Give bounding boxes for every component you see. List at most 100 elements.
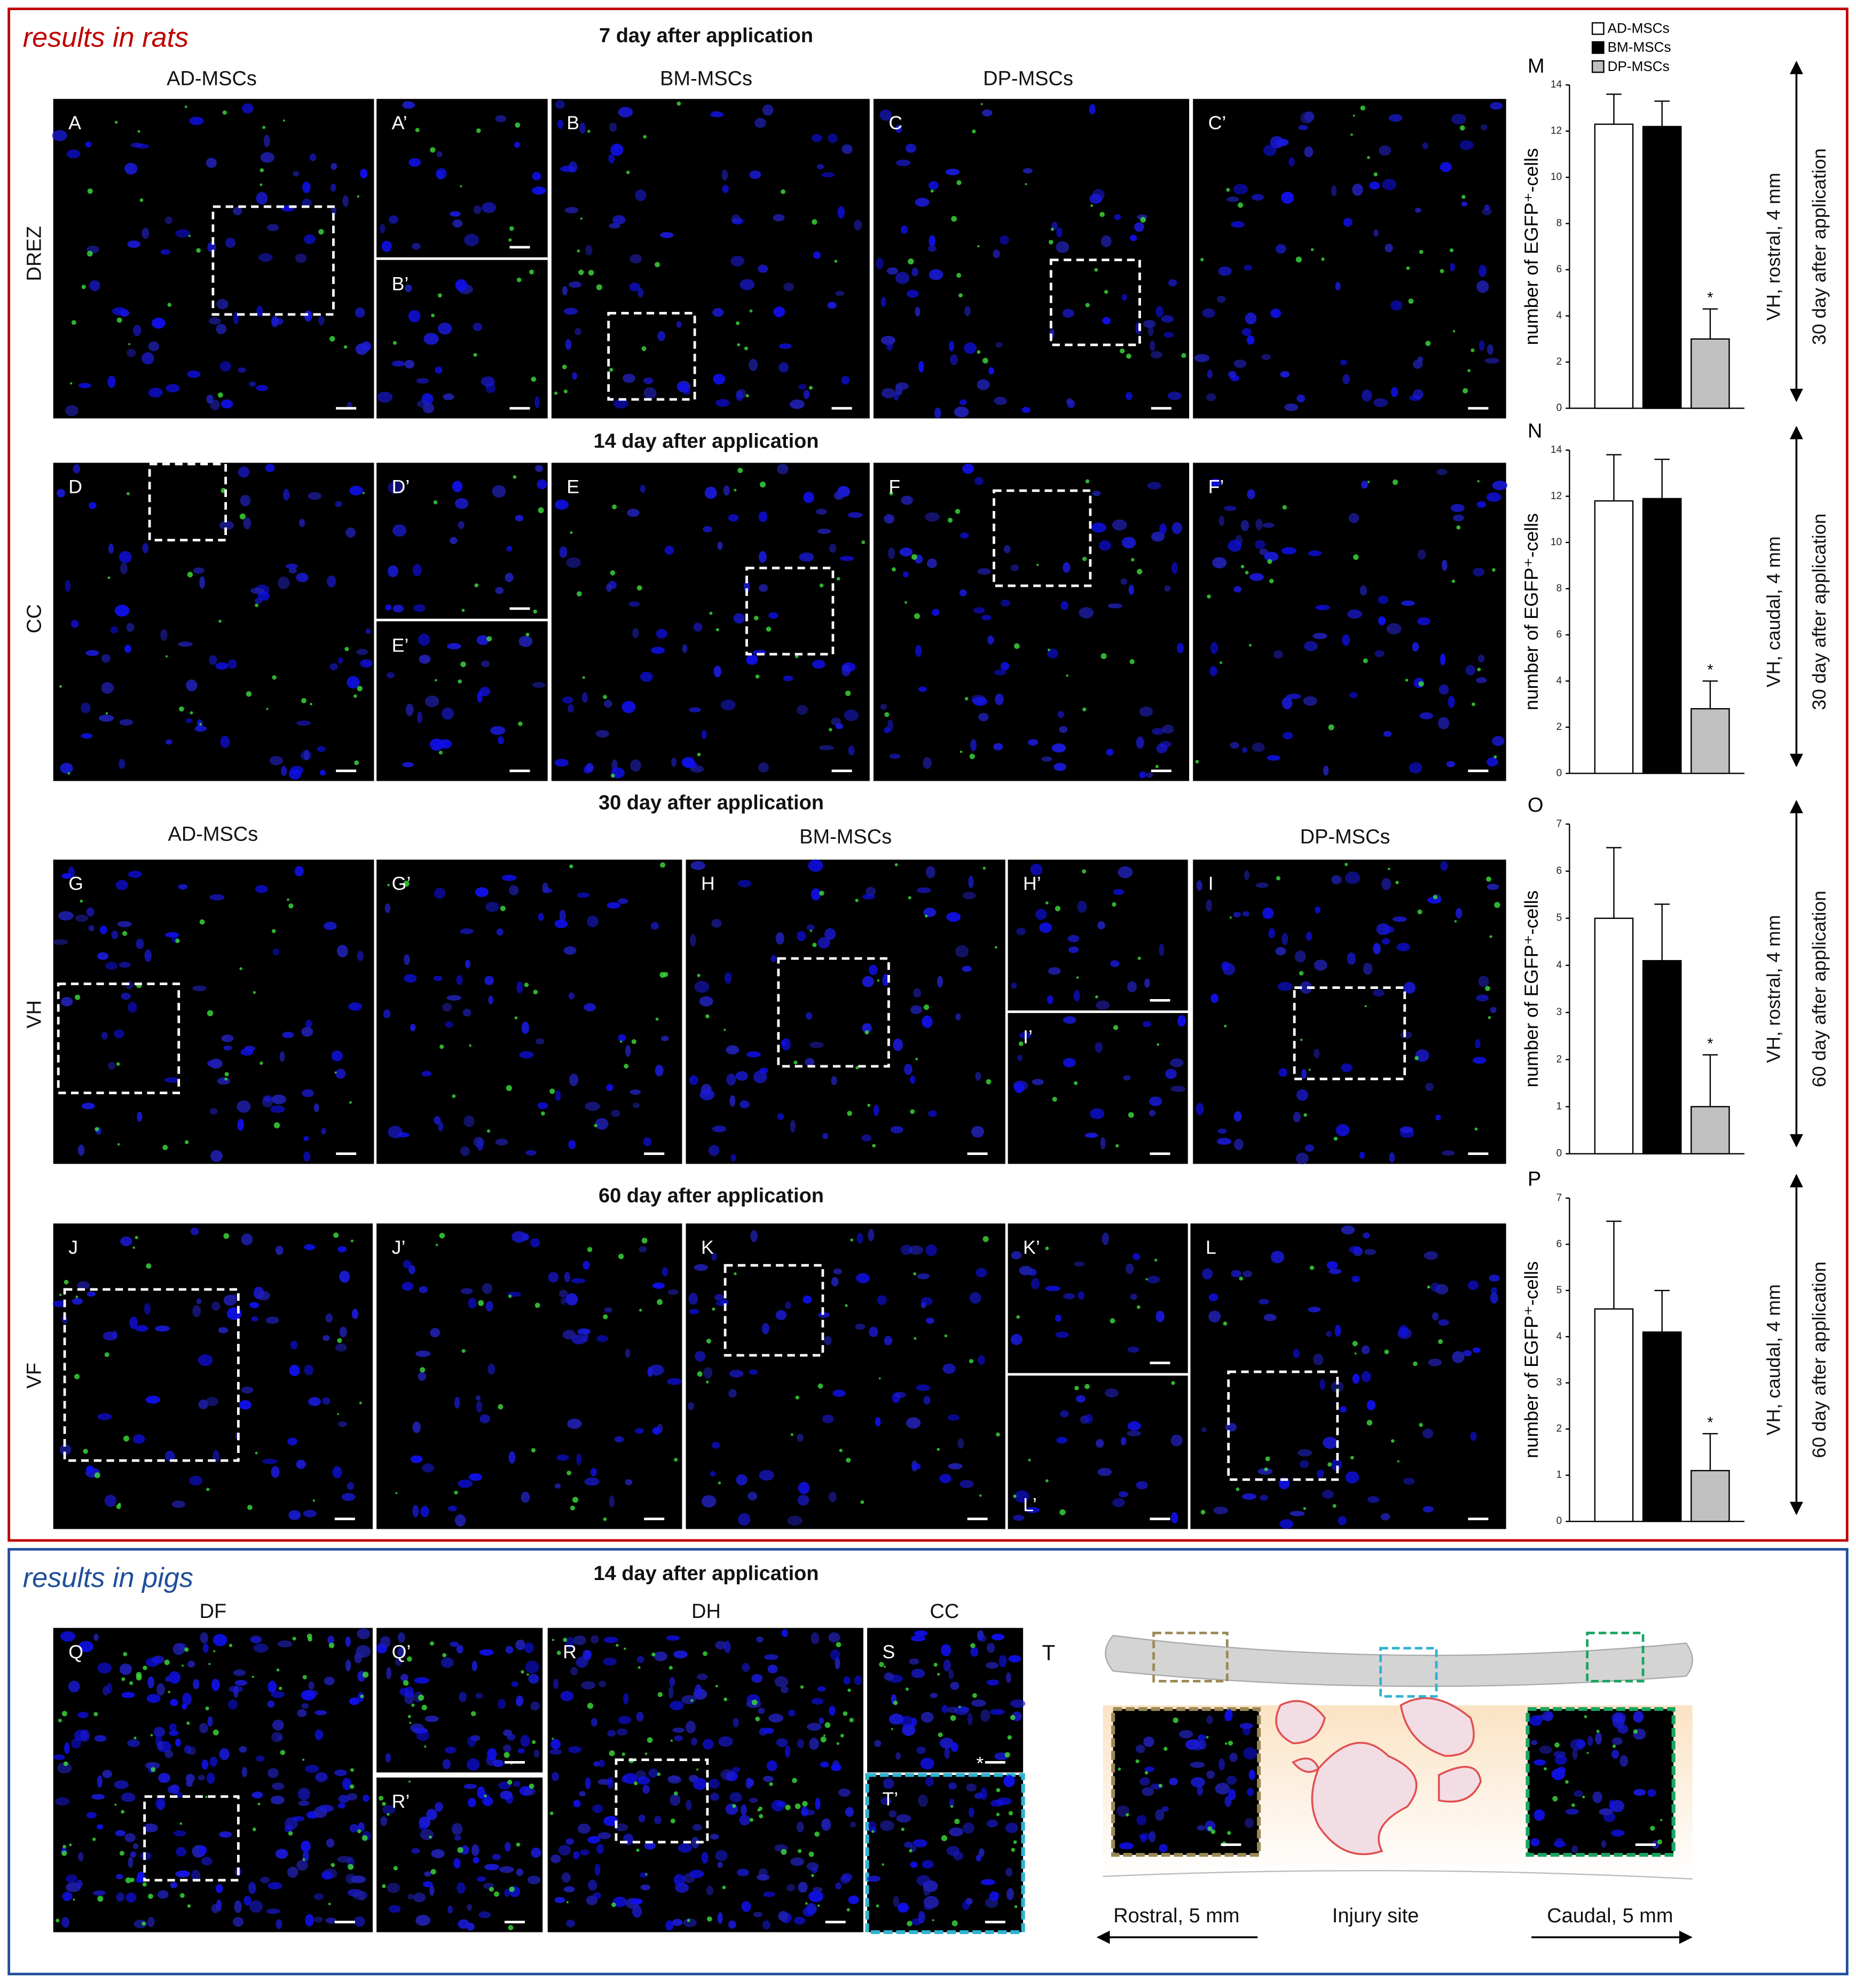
nucleus xyxy=(1149,1096,1162,1106)
egfp-signal xyxy=(876,1904,879,1908)
egfp-signal xyxy=(960,750,963,753)
egfp-signal xyxy=(529,1783,534,1789)
egfp-signal xyxy=(224,1072,229,1076)
egfp-signal xyxy=(1565,1780,1569,1784)
egfp-signal xyxy=(622,1753,625,1756)
nucleus xyxy=(516,981,523,994)
egfp-signal xyxy=(420,1367,426,1373)
nucleus xyxy=(868,1821,877,1831)
nucleus xyxy=(647,1366,653,1377)
nucleus xyxy=(524,1642,534,1653)
egfp-signal xyxy=(1413,1361,1418,1366)
nucleus xyxy=(630,1898,643,1905)
egfp-signal xyxy=(609,1750,615,1756)
nucleus xyxy=(670,1794,681,1806)
egfp-signal xyxy=(805,1902,808,1905)
egfp-signal xyxy=(486,1129,491,1133)
nucleus xyxy=(895,124,902,133)
nucleus xyxy=(900,1716,914,1727)
nucleus xyxy=(78,1641,94,1653)
nucleus xyxy=(895,272,910,284)
panel-letter: B’ xyxy=(392,273,409,295)
y-tick-label: 2 xyxy=(1556,1054,1562,1065)
nucleus xyxy=(1587,1735,1593,1746)
nucleus xyxy=(1300,1460,1309,1468)
nucleus xyxy=(423,333,439,345)
nucleus xyxy=(296,1459,306,1469)
nucleus xyxy=(1242,1493,1256,1500)
panel-letter: A’ xyxy=(392,112,407,133)
egfp-signal xyxy=(350,1768,354,1772)
nucleus xyxy=(827,302,837,309)
panel-letter: D’ xyxy=(392,476,410,498)
nucleus xyxy=(1275,947,1286,956)
nucleus xyxy=(1361,1345,1370,1355)
nucleus xyxy=(133,325,141,336)
nucleus xyxy=(268,1768,279,1778)
egfp-signal xyxy=(781,189,785,194)
nucleus xyxy=(838,1788,851,1797)
nucleus xyxy=(579,1849,590,1856)
nucleus xyxy=(537,1102,548,1110)
egfp-signal xyxy=(1352,1341,1358,1347)
nucleus xyxy=(482,202,497,213)
nucleus xyxy=(1000,235,1009,245)
egfp-signal xyxy=(715,628,719,632)
egfp-signal xyxy=(337,1413,340,1416)
nucleus xyxy=(194,726,207,732)
egfp-signal xyxy=(759,1814,764,1819)
nucleus xyxy=(917,1273,930,1279)
egfp-signal xyxy=(977,350,981,354)
nucleus xyxy=(662,1267,668,1277)
egfp-signal xyxy=(127,492,130,496)
nucleus xyxy=(637,1776,650,1785)
nucleus xyxy=(1005,1867,1013,1877)
nucleus xyxy=(1412,389,1424,399)
nucleus xyxy=(1342,374,1350,384)
egfp-signal xyxy=(793,1060,798,1065)
egfp-signal xyxy=(636,1848,640,1852)
nucleus xyxy=(337,1421,348,1427)
egfp-signal xyxy=(1010,1715,1016,1720)
bar xyxy=(1690,708,1730,774)
egfp-signal xyxy=(670,1818,675,1824)
nucleus xyxy=(318,1804,334,1812)
egfp-signal xyxy=(1367,156,1370,159)
nucleus xyxy=(1295,1152,1309,1165)
nucleus xyxy=(759,584,768,592)
egfp-signal xyxy=(1582,1795,1585,1798)
nucleus xyxy=(335,1343,347,1352)
egfp-signal xyxy=(820,1736,827,1743)
nucleus xyxy=(509,885,519,895)
micrograph-bg xyxy=(1193,99,1506,419)
egfp-signal xyxy=(567,1471,571,1475)
egfp-signal xyxy=(938,1732,943,1738)
nucleus xyxy=(741,1804,747,1816)
nucleus xyxy=(115,880,128,891)
nucleus xyxy=(566,1919,575,1928)
egfp-signal xyxy=(808,386,813,390)
nucleus xyxy=(918,686,927,692)
egfp-signal xyxy=(790,1433,793,1436)
nucleus xyxy=(730,1153,736,1162)
nucleus xyxy=(550,1854,561,1864)
nucleus xyxy=(586,763,594,773)
nucleus xyxy=(1066,398,1073,405)
egfp-signal xyxy=(1366,1420,1373,1426)
nucleus xyxy=(114,604,130,617)
egfp-signal xyxy=(116,1504,121,1510)
nucleus xyxy=(225,238,236,248)
nucleus xyxy=(603,1657,617,1666)
nucleus xyxy=(1130,234,1137,241)
nucleus xyxy=(1314,960,1327,971)
micrograph-bg xyxy=(376,621,548,781)
egfp-signal xyxy=(755,674,760,679)
nucleus xyxy=(327,575,336,588)
nucleus xyxy=(1380,1513,1390,1521)
nucleus xyxy=(1572,1748,1578,1760)
nucleus xyxy=(165,1450,175,1461)
nucleus xyxy=(443,393,454,400)
nucleus xyxy=(584,1003,596,1012)
nucleus xyxy=(485,901,500,912)
nucleus xyxy=(532,681,546,688)
